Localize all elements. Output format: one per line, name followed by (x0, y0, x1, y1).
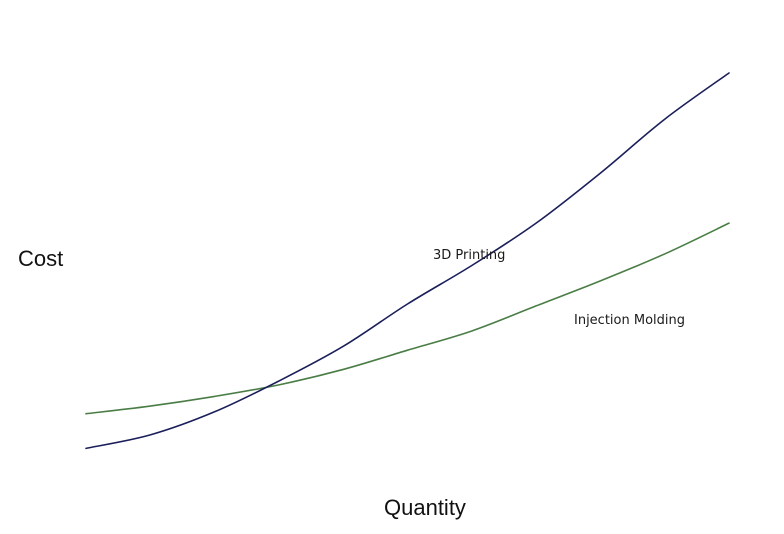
series-label-3d-printing: 3D Printing (433, 248, 505, 263)
x-axis-label: Quantity (384, 495, 466, 520)
series-group (85, 72, 730, 450)
series-line-3d-printing (85, 72, 730, 450)
series-line-injection-molding (85, 222, 730, 415)
y-axis-label: Cost (18, 246, 63, 271)
series-label-injection-molding: Injection Molding (574, 313, 685, 328)
